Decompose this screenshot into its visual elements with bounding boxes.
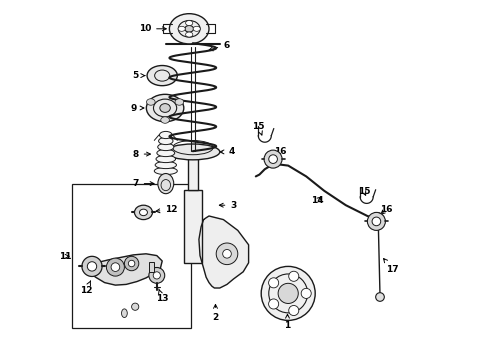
Ellipse shape <box>82 256 102 276</box>
Ellipse shape <box>289 271 299 281</box>
Ellipse shape <box>216 243 238 265</box>
Ellipse shape <box>372 217 381 226</box>
Ellipse shape <box>159 131 172 139</box>
Ellipse shape <box>87 262 97 271</box>
Text: 15: 15 <box>358 187 370 196</box>
Ellipse shape <box>147 66 177 86</box>
Ellipse shape <box>368 212 386 230</box>
Text: 2: 2 <box>212 305 219 322</box>
Polygon shape <box>88 254 162 285</box>
Ellipse shape <box>278 283 298 303</box>
Text: 14: 14 <box>311 197 323 205</box>
Text: 1: 1 <box>284 314 291 330</box>
Ellipse shape <box>128 260 135 267</box>
Text: 3: 3 <box>220 201 237 210</box>
Text: 15: 15 <box>252 122 265 135</box>
Ellipse shape <box>170 14 209 44</box>
Ellipse shape <box>134 205 152 220</box>
Ellipse shape <box>222 249 231 258</box>
Ellipse shape <box>264 150 282 168</box>
Ellipse shape <box>147 94 184 122</box>
Ellipse shape <box>147 99 155 105</box>
Ellipse shape <box>160 104 171 112</box>
Ellipse shape <box>373 213 383 223</box>
Ellipse shape <box>155 161 176 168</box>
Text: 10: 10 <box>139 24 166 33</box>
Text: 6: 6 <box>209 40 229 51</box>
Bar <box>184 190 202 263</box>
Text: 12: 12 <box>156 205 178 214</box>
Text: 16: 16 <box>380 205 392 214</box>
Ellipse shape <box>111 263 120 271</box>
Bar <box>149 262 153 272</box>
Ellipse shape <box>124 256 139 271</box>
Text: 7: 7 <box>132 179 154 188</box>
Ellipse shape <box>175 99 184 105</box>
Ellipse shape <box>158 143 174 150</box>
Ellipse shape <box>178 26 185 31</box>
Text: 13: 13 <box>156 289 169 303</box>
Ellipse shape <box>158 174 174 194</box>
Ellipse shape <box>186 32 193 37</box>
Ellipse shape <box>289 306 299 316</box>
Ellipse shape <box>185 26 194 32</box>
Ellipse shape <box>376 293 384 301</box>
Ellipse shape <box>140 209 147 216</box>
Text: 12: 12 <box>80 281 92 295</box>
Ellipse shape <box>269 278 279 288</box>
Bar <box>188 151 198 190</box>
Ellipse shape <box>122 309 127 318</box>
Ellipse shape <box>269 299 279 309</box>
Ellipse shape <box>106 258 124 276</box>
Ellipse shape <box>261 266 315 320</box>
Ellipse shape <box>269 155 277 163</box>
Ellipse shape <box>153 272 160 279</box>
Text: 11: 11 <box>59 252 71 261</box>
Text: 4: 4 <box>220 148 235 156</box>
Ellipse shape <box>301 288 311 298</box>
Text: 9: 9 <box>130 104 144 112</box>
Bar <box>72 184 191 328</box>
Ellipse shape <box>186 21 193 26</box>
Ellipse shape <box>161 117 170 123</box>
Polygon shape <box>199 216 248 288</box>
Text: 17: 17 <box>384 258 399 274</box>
Ellipse shape <box>193 26 200 31</box>
Ellipse shape <box>166 144 220 160</box>
Ellipse shape <box>132 303 139 310</box>
Ellipse shape <box>156 156 175 163</box>
Ellipse shape <box>149 267 165 283</box>
Text: 5: 5 <box>132 71 145 80</box>
Text: 16: 16 <box>274 147 287 156</box>
Ellipse shape <box>157 149 175 157</box>
Ellipse shape <box>159 138 173 145</box>
Ellipse shape <box>154 167 177 175</box>
Text: 8: 8 <box>132 150 150 158</box>
